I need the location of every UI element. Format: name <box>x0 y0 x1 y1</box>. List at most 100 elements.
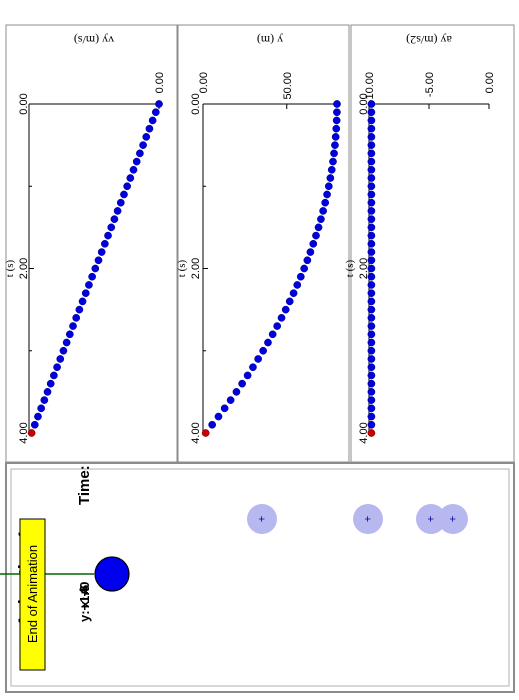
x-tick-label: 0.00 <box>190 93 202 114</box>
data-point <box>123 182 131 191</box>
data-point <box>243 371 252 380</box>
data-point <box>367 174 376 182</box>
data-point <box>264 338 272 347</box>
data-point <box>367 190 376 199</box>
data-point <box>281 305 290 314</box>
data-point <box>285 297 294 306</box>
data-point <box>367 396 376 404</box>
data-point <box>367 182 376 191</box>
data-point <box>367 248 376 256</box>
data-point <box>296 272 305 281</box>
data-point <box>116 198 125 207</box>
data-point <box>367 207 376 215</box>
data-point <box>367 388 376 396</box>
data-point <box>273 322 282 330</box>
data-point <box>136 149 144 158</box>
data-point <box>323 190 331 199</box>
data-point <box>321 198 330 207</box>
x-tick-label: 4.00 <box>358 422 370 443</box>
data-point <box>43 388 52 396</box>
data-point <box>367 420 376 429</box>
data-point <box>91 264 100 273</box>
data-point <box>34 412 42 421</box>
data-point <box>309 239 318 248</box>
data-point <box>62 338 71 347</box>
data-point <box>132 157 141 166</box>
x-tick-label: 4.00 <box>190 422 202 443</box>
data-point <box>249 363 257 372</box>
data-point <box>367 141 376 149</box>
data-point <box>333 108 341 117</box>
x-axis-label: t (s) <box>4 259 16 277</box>
data-point <box>332 124 341 133</box>
data-point <box>367 223 376 232</box>
data-point <box>88 272 96 281</box>
y-tick-label: -10.00 <box>364 72 376 103</box>
y-axis-label: ay (m/s2) <box>406 33 452 47</box>
ghost-marker: + <box>255 516 267 522</box>
end-data-point <box>201 429 210 437</box>
data-point <box>65 330 74 339</box>
data-point <box>333 100 341 108</box>
ghost-ball <box>353 504 383 534</box>
ball-y-readout: y:+1.6 <box>77 585 92 622</box>
chart-panel-velocity <box>5 24 178 463</box>
data-point <box>78 297 87 306</box>
data-point <box>367 256 376 265</box>
ghost-ball <box>247 504 277 534</box>
data-point <box>220 404 229 413</box>
data-point <box>214 412 223 421</box>
current-ball <box>94 556 130 592</box>
data-point <box>155 100 163 108</box>
ghost-ball <box>438 504 468 534</box>
x-tick-label: 2.00 <box>358 258 370 279</box>
data-point <box>367 330 376 339</box>
data-point <box>300 264 309 273</box>
data-point <box>113 207 122 215</box>
y-tick-label: 0.00 <box>154 72 166 93</box>
data-point <box>314 223 323 232</box>
data-point <box>367 149 376 158</box>
data-point <box>30 420 39 429</box>
data-point <box>142 133 151 141</box>
data-point <box>367 322 376 330</box>
data-point <box>53 363 61 372</box>
data-point <box>367 346 376 355</box>
position-chart: 0.00 2.00 4.00 0.00 50.00 t (s) y (m) <box>176 33 341 444</box>
data-point <box>367 355 376 363</box>
data-point <box>129 165 138 174</box>
data-point <box>232 388 241 396</box>
data-point <box>293 281 302 289</box>
ball-x-readout: x:+0 <box>77 582 92 608</box>
data-point <box>72 314 81 322</box>
data-point <box>120 190 128 199</box>
end-data-point <box>367 429 376 437</box>
data-point <box>40 396 49 404</box>
data-point <box>367 108 376 117</box>
data-point <box>110 215 119 223</box>
data-point <box>367 272 376 281</box>
data-point <box>85 281 93 289</box>
data-point <box>303 256 312 265</box>
data-point <box>126 174 135 182</box>
data-point <box>329 157 337 166</box>
data-point <box>367 371 376 380</box>
data-point <box>367 305 376 314</box>
data-point <box>367 404 376 413</box>
data-point <box>331 133 340 141</box>
data-point <box>259 346 267 355</box>
end-data-point <box>27 429 36 437</box>
data-point <box>254 355 262 363</box>
data-point <box>367 133 376 141</box>
data-point <box>367 116 376 125</box>
data-point <box>367 379 376 388</box>
data-point <box>277 314 286 322</box>
data-point <box>367 264 376 273</box>
data-point <box>94 256 103 265</box>
data-point <box>46 379 55 388</box>
data-point <box>97 248 106 256</box>
data-point <box>81 289 90 298</box>
data-point <box>367 239 376 248</box>
x-tick-label: 2.00 <box>18 258 30 279</box>
